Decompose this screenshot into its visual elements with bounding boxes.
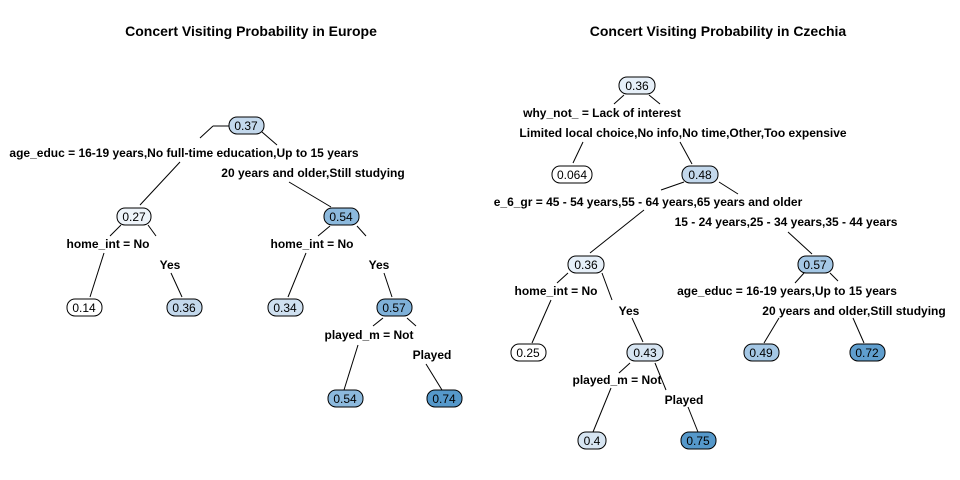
- node-value: 0.48: [688, 168, 712, 182]
- europe-split-label: Yes: [369, 258, 390, 272]
- edge: [109, 224, 122, 237]
- edge: [592, 387, 612, 433]
- czechia-split-label: played_m = Not: [572, 373, 661, 387]
- node-value: 0.72: [855, 346, 879, 360]
- node-value: 0.57: [382, 301, 406, 315]
- edge: [613, 94, 625, 105]
- czechia-split-label: 15 - 24 years,25 - 34 years,35 - 44 year…: [675, 215, 898, 229]
- tree-node: 0.36: [618, 76, 656, 95]
- edge: [531, 299, 552, 344]
- edge: [631, 317, 644, 343]
- node-value: 0.36: [172, 301, 196, 315]
- node-value: 0.36: [625, 79, 649, 93]
- czechia-split-label: Played: [665, 393, 704, 407]
- node-value: 0.25: [516, 346, 540, 360]
- tree-node: 0.57: [376, 298, 413, 317]
- czechia-split-label: age_educ = 16-19 years,Up to 15 years: [677, 284, 897, 298]
- czechia-split-label: Yes: [619, 304, 640, 318]
- edge: [648, 94, 661, 105]
- tree-leaf: 0.72: [849, 343, 886, 362]
- edge: [425, 363, 443, 391]
- edge: [199, 125, 214, 139]
- edge: [383, 272, 393, 298]
- edge: [718, 181, 739, 195]
- tree-leaf: 0.36: [166, 298, 203, 317]
- edge: [679, 141, 693, 165]
- edge: [787, 231, 813, 255]
- europe-split-label: 20 years and older,Still studying: [221, 166, 404, 180]
- tree-leaf: 0.54: [327, 389, 364, 408]
- edge: [343, 344, 359, 391]
- czechia-split-label: why_not_ = Lack of interest: [522, 106, 681, 120]
- node-value: 0.064: [557, 168, 587, 182]
- edge: [89, 252, 105, 298]
- edge: [288, 181, 332, 208]
- czechia-split-label: 20 years and older,Still studying: [762, 304, 945, 318]
- node-value: 0.34: [273, 301, 297, 315]
- edge: [139, 161, 181, 206]
- edge: [556, 272, 569, 284]
- edge: [852, 317, 865, 344]
- tree-leaf: 0.34: [267, 298, 304, 317]
- edge: [572, 141, 584, 164]
- czechia-split-label: e_6_gr = 45 - 54 years,55 - 64 years,65 …: [494, 195, 803, 209]
- tree-node: 0.37: [228, 116, 265, 135]
- europe-title: Concert Visiting Probability in Europe: [125, 23, 377, 39]
- europe-split-label: age_educ = 16-19 years,No full-time educ…: [9, 146, 358, 160]
- tree-leaf: 0.064: [551, 165, 593, 184]
- tree-node: 0.48: [681, 165, 719, 184]
- europe-split-label: Yes: [160, 258, 181, 272]
- node-value: 0.54: [333, 392, 357, 406]
- node-value: 0.57: [803, 258, 827, 272]
- tree-leaf: 0.4: [577, 431, 607, 450]
- tree-node: 0.43: [626, 343, 664, 362]
- tree-leaf: 0.25: [510, 343, 547, 362]
- czechia-split-label: home_int = No: [514, 284, 597, 298]
- czechia-split-label: Limited local choice,No info,No time,Oth…: [519, 126, 846, 140]
- edge: [829, 272, 839, 282]
- tree-node: 0.57: [797, 255, 834, 274]
- tree-node: 0.36: [567, 255, 605, 274]
- node-value: 0.75: [686, 434, 710, 448]
- edge: [763, 317, 780, 344]
- edge: [147, 224, 157, 237]
- edge: [287, 252, 307, 298]
- tree-leaf: 0.49: [743, 343, 780, 362]
- tree-leaf: 0.75: [680, 431, 717, 450]
- europe-split-label: home_int = No: [270, 237, 353, 251]
- edge: [601, 272, 613, 301]
- europe-tree: Concert Visiting Probability in Europe a…: [9, 23, 463, 408]
- tree-leaf: 0.74: [426, 389, 463, 408]
- edge: [687, 406, 699, 433]
- node-value: 0.4: [584, 434, 601, 448]
- edge: [654, 362, 667, 391]
- edge: [261, 131, 278, 146]
- node-value: 0.74: [432, 392, 456, 406]
- edge: [618, 362, 631, 374]
- edge: [589, 209, 645, 254]
- edge: [317, 225, 331, 237]
- node-value: 0.36: [574, 258, 598, 272]
- node-value: 0.14: [72, 301, 96, 315]
- node-value: 0.49: [749, 346, 773, 360]
- edge: [660, 181, 685, 191]
- edge: [406, 317, 417, 327]
- tree-node: 0.27: [116, 207, 152, 226]
- node-value: 0.43: [633, 346, 657, 360]
- node-value: 0.37: [234, 119, 258, 133]
- europe-split-label: played_m = Not: [324, 328, 413, 342]
- edge: [170, 272, 183, 298]
- czechia-title: Concert Visiting Probability in Czechia: [590, 23, 847, 39]
- tree-node: 0.54: [323, 207, 360, 226]
- edge: [372, 317, 384, 327]
- edge: [356, 225, 367, 237]
- czechia-tree: Concert Visiting Probability in Czechia …: [494, 23, 946, 450]
- tree-leaf: 0.14: [66, 298, 103, 317]
- node-value: 0.27: [122, 210, 146, 224]
- europe-split-label: home_int = No: [66, 237, 149, 251]
- europe-split-label: Played: [413, 348, 452, 362]
- edge: [794, 272, 805, 284]
- node-value: 0.54: [329, 210, 353, 224]
